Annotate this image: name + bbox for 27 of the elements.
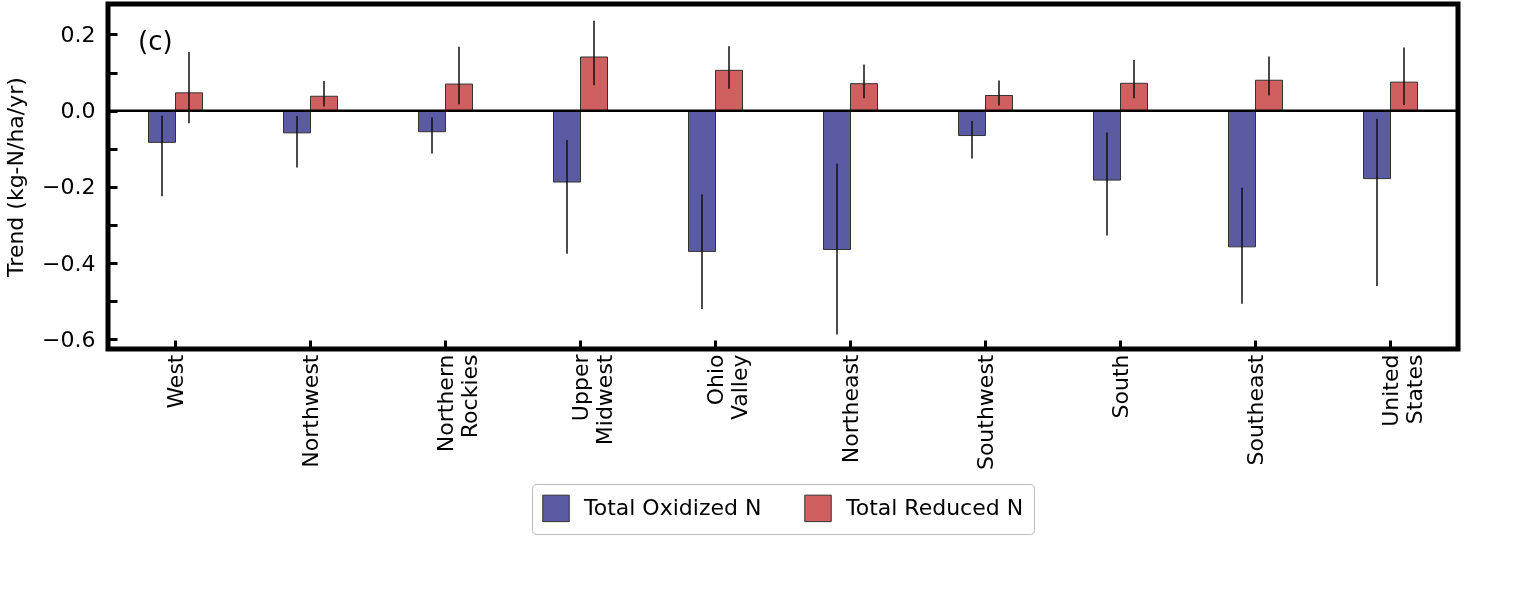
x-tick-label: Southeast: [1242, 354, 1268, 466]
bar: [553, 110, 581, 183]
y-tick-label: −0.6: [42, 326, 96, 352]
bar: [688, 110, 716, 252]
y-tick-label: 0.0: [60, 98, 96, 124]
x-tick-label: Northern Rockies: [432, 354, 482, 453]
bar: [1093, 110, 1121, 181]
y-tick-label: −0.4: [42, 250, 96, 276]
legend-label: Total Reduced N: [845, 495, 1024, 521]
x-tick-label: South: [1107, 354, 1133, 419]
x-tick-label: West: [162, 354, 188, 409]
y-tick-label: −0.2: [42, 174, 96, 200]
annotation: (c): [138, 26, 173, 56]
x-tick-label: Upper Midwest: [567, 353, 617, 446]
x-tick-label: Ohio Valley: [702, 354, 752, 421]
x-tick-label: Southwest: [972, 354, 998, 471]
x-tick-label: United States: [1377, 354, 1427, 427]
bar: [715, 69, 743, 112]
y-axis-title: Trend (kg-N/ha/yr): [3, 77, 29, 278]
bar: [823, 110, 851, 250]
y-tick-label: 0.2: [60, 22, 96, 47]
x-tick-label: Northeast: [837, 354, 863, 464]
bar: [580, 56, 608, 112]
legend-label: Total Oxidized N: [583, 495, 762, 521]
x-tick-label: Northwest: [297, 354, 323, 468]
bar: [1228, 110, 1256, 248]
bar: [1363, 110, 1391, 180]
